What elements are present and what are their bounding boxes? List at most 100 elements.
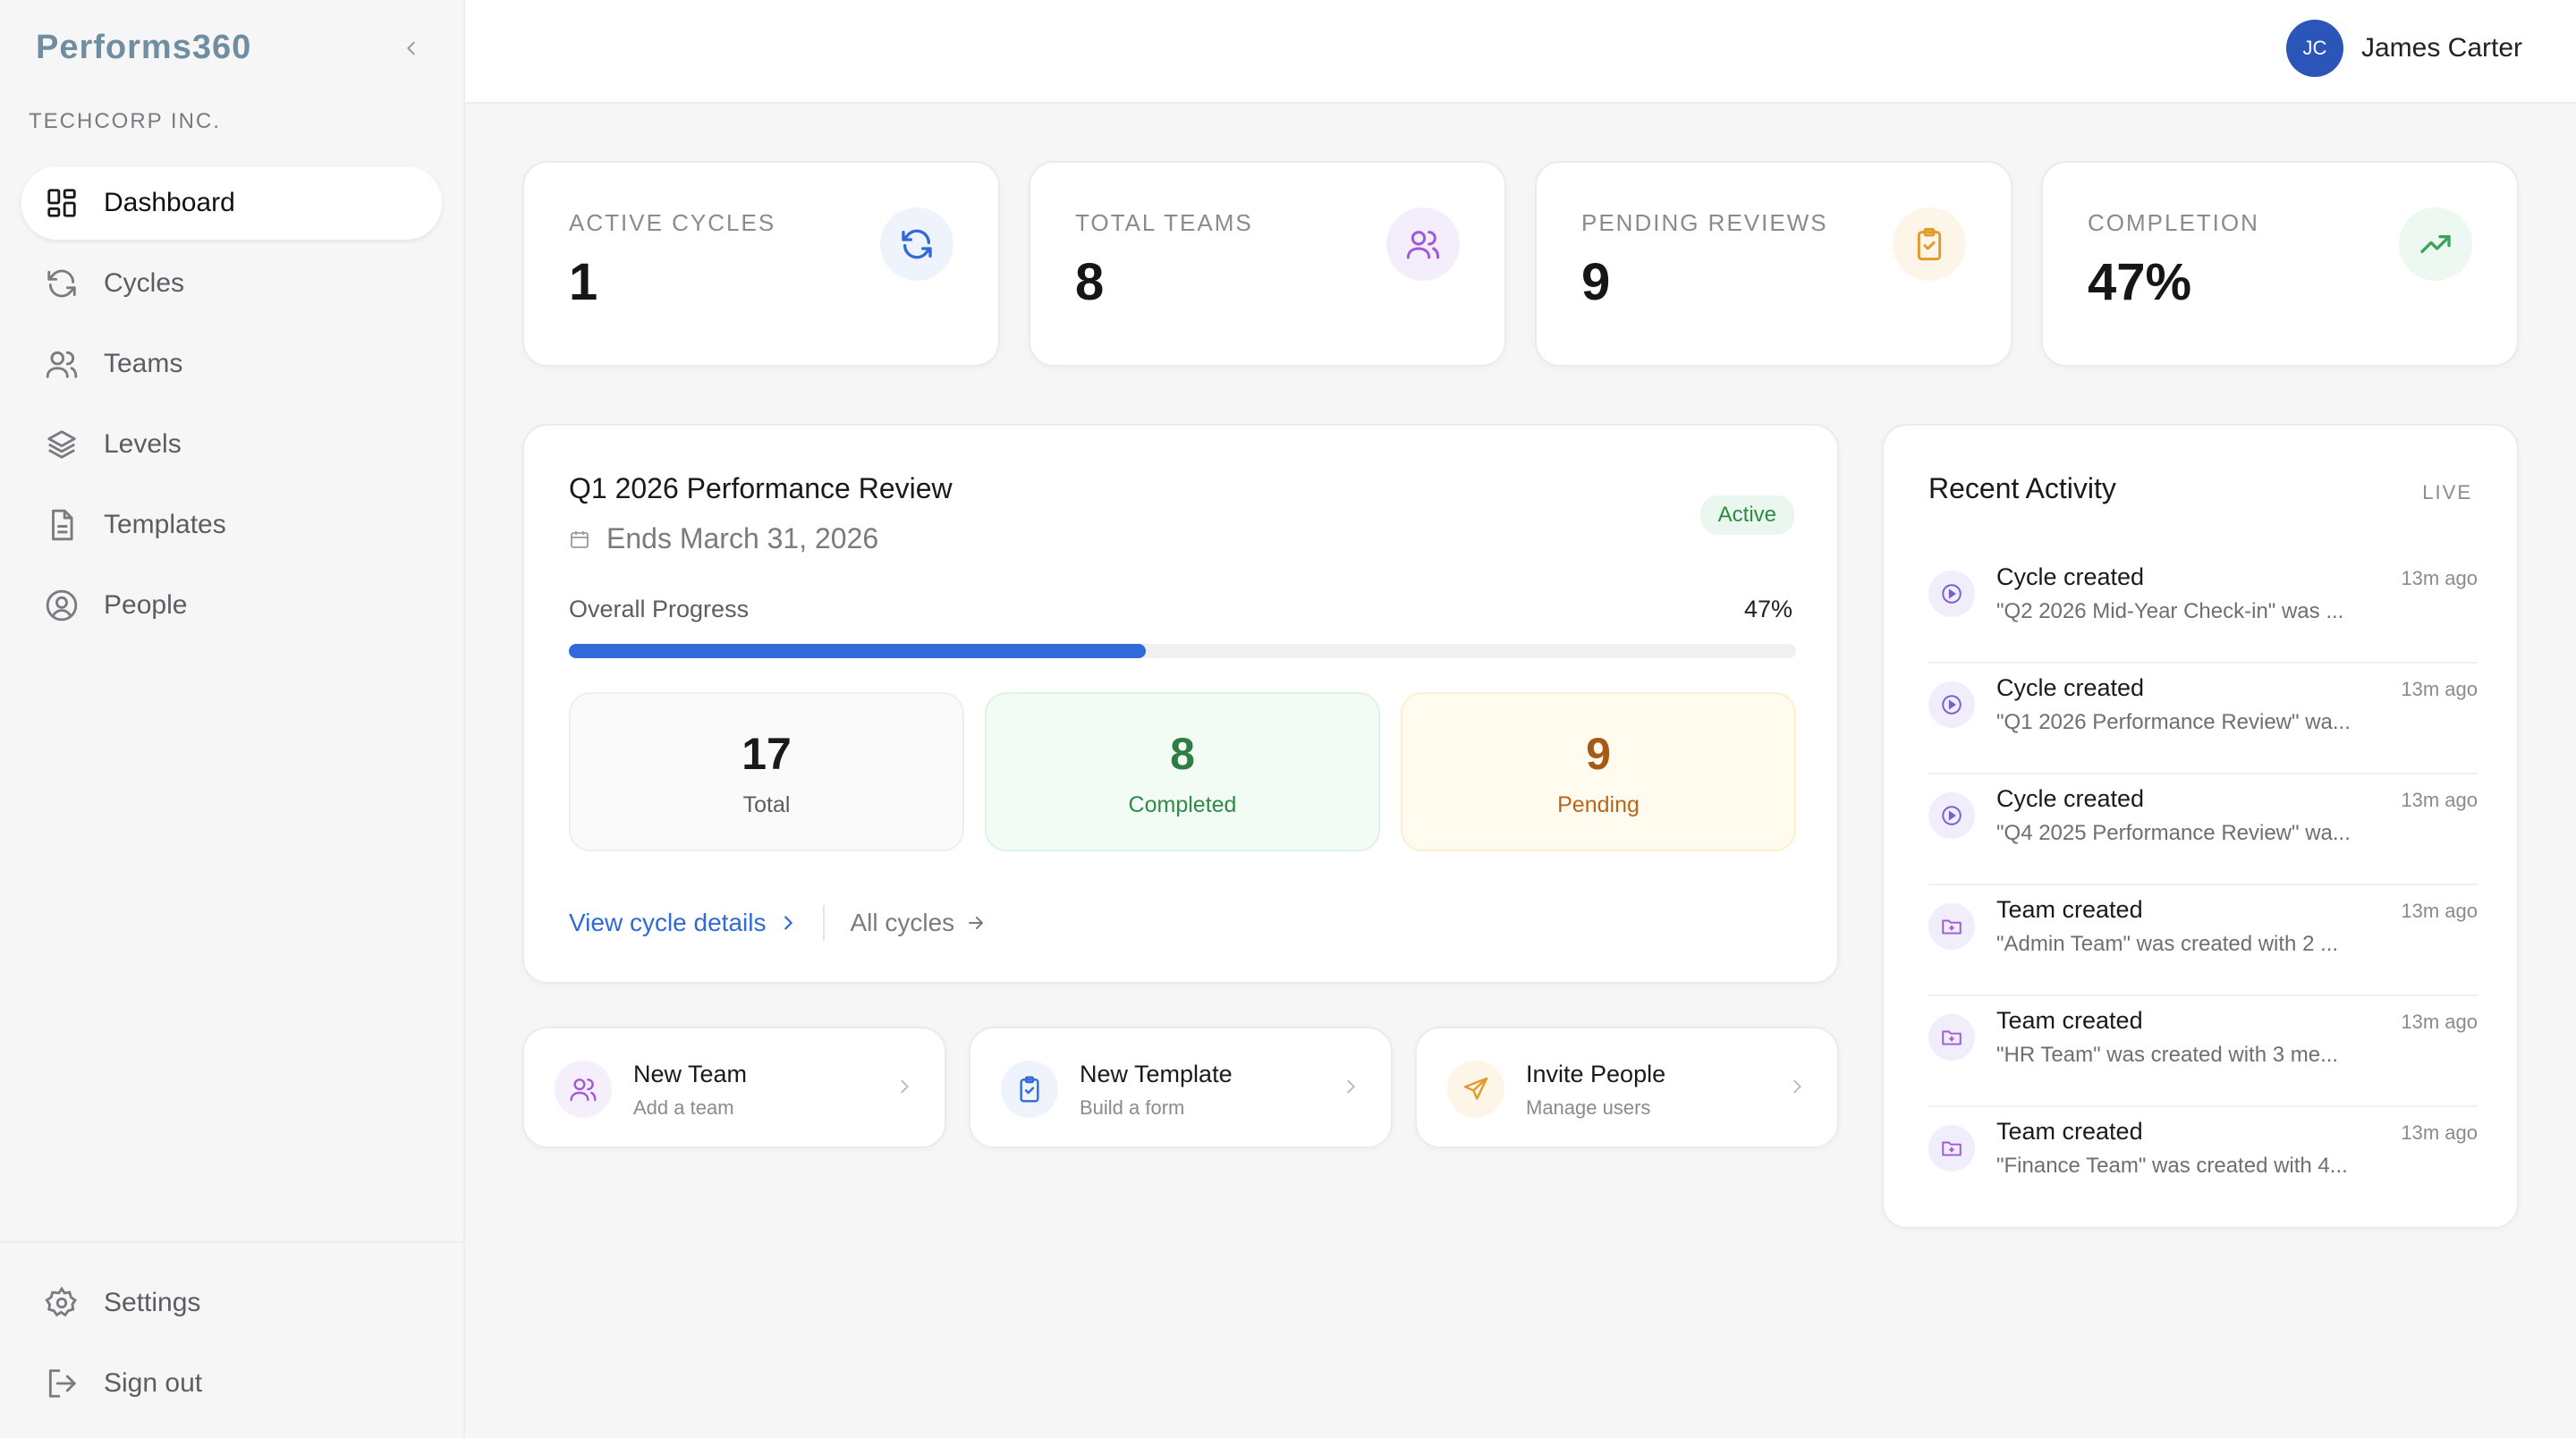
progress-bar-fill (569, 644, 1146, 658)
activity-description: "Finance Team" was created with 4... (1996, 1154, 2348, 1178)
activity-title: Cycle created (1996, 674, 2145, 701)
stat-card-active-cycles: ACTIVE CYCLES 1 (522, 161, 1000, 367)
activity-description: "HR Team" was created with 3 me... (1996, 1043, 2339, 1067)
divider (823, 905, 826, 941)
sidebar-item-settings[interactable]: Settings (21, 1266, 442, 1340)
activity-item[interactable]: Team created 13m ago "HR Team" was created… (1928, 996, 2478, 1107)
activity-item[interactable]: Cycle created 13m ago "Q4 2025 Performance… (1928, 774, 2478, 885)
activity-item[interactable]: Team created 13m ago "Finance Team" was cr… (1928, 1107, 2478, 1218)
stat-value: 8 (1075, 253, 1105, 311)
sidebar: Performs360 TECHCORP INC. Dashboard Cycl… (0, 0, 465, 1438)
stat-tile-pending: 9 Pending (1401, 692, 1796, 851)
sidebar-item-cycles[interactable]: Cycles (21, 247, 442, 320)
activity-timestamp: 13m ago (2401, 1011, 2478, 1033)
quick-action-title: New Template (1080, 1061, 1233, 1087)
sidebar-item-label: Settings (104, 1288, 201, 1317)
link-label: View cycle details (569, 909, 767, 936)
sign-out-button[interactable]: Sign out (21, 1347, 442, 1420)
grid-icon (43, 184, 80, 222)
progress-bar (569, 644, 1796, 658)
chevron-right-icon (1347, 1079, 1355, 1094)
app-logo[interactable]: Performs360 (36, 29, 252, 66)
clipboard-icon (1893, 207, 1966, 281)
stat-label: TOTAL TEAMS (1075, 209, 1253, 236)
sidebar-item-label: Templates (104, 510, 226, 539)
progress-label: Overall Progress (569, 596, 750, 622)
tile-label: Total (742, 792, 791, 817)
activity-timestamp: 13m ago (2401, 900, 2478, 922)
sidebar-item-templates[interactable]: Templates (21, 488, 442, 562)
tile-value: 9 (1586, 729, 1611, 779)
users-icon (43, 345, 80, 383)
cycle-links: View cycle details All cycles (569, 905, 987, 941)
activity-title: Cycle created (1996, 785, 2145, 812)
quick-action-subtitle: Add a team (633, 1096, 734, 1119)
activity-item[interactable]: Cycle created 13m ago "Q1 2026 Performance… (1928, 664, 2478, 774)
view-cycle-details-link[interactable]: View cycle details (569, 909, 798, 937)
activity-title: Team created (1996, 1118, 2143, 1145)
tile-label: Completed (1128, 792, 1237, 817)
recent-activity-card: Recent Activity LIVE Cycle created 13m ag… (1882, 424, 2519, 1229)
activity-timestamp: 13m ago (2401, 567, 2478, 589)
play-circle-icon (1928, 681, 1975, 728)
stat-tile-completed: 8 Completed (985, 692, 1380, 851)
activity-title: Team created (1996, 1007, 2143, 1034)
activity-item[interactable]: Team created 13m ago "Admin Team" was crea… (1928, 885, 2478, 996)
sidebar-item-teams[interactable]: Teams (21, 327, 442, 401)
stat-value: 47% (2088, 253, 2192, 311)
calendar-icon (569, 529, 590, 550)
user-name[interactable]: James Carter (2360, 33, 2522, 63)
stat-card-total-teams: TOTAL TEAMS 8 (1029, 161, 1506, 367)
sidebar-item-dashboard[interactable]: Dashboard (21, 166, 442, 240)
cycle-end-date: Ends March 31, 2026 (569, 522, 878, 555)
activity-list: Cycle created 13m ago "Q2 2026 Mid-Year Ch… (1928, 553, 2478, 1218)
sidebar-footer: Settings Sign out (0, 1241, 463, 1427)
gear-icon (43, 1284, 80, 1322)
current-cycle-card: Q1 2026 Performance Review Ends March 31… (522, 424, 1839, 984)
stat-label: ACTIVE CYCLES (569, 209, 776, 236)
activity-timestamp: 13m ago (2401, 789, 2478, 811)
stat-value: 1 (569, 253, 598, 311)
stat-card-pending-reviews: PENDING REVIEWS 9 (1535, 161, 2012, 367)
activity-item[interactable]: Cycle created 13m ago "Q2 2026 Mid-Year Ch… (1928, 553, 2478, 664)
activity-description: "Admin Team" was created with 2 ... (1996, 932, 2339, 956)
cycle-title: Q1 2026 Performance Review (569, 472, 953, 504)
chevron-right-icon (784, 916, 793, 930)
collapse-sidebar-button[interactable] (394, 30, 429, 66)
clipboard-icon (1001, 1061, 1058, 1118)
activity-title: Recent Activity (1928, 472, 2116, 504)
user-menu[interactable]: JC James Carter (2285, 20, 2522, 77)
arrow-right-icon (969, 917, 984, 929)
all-cycles-link[interactable]: All cycles (850, 909, 987, 937)
avatar[interactable]: JC (2285, 20, 2343, 77)
layers-icon (43, 426, 80, 463)
sign-out-icon (43, 1365, 80, 1402)
sidebar-item-label: Cycles (104, 268, 185, 298)
tile-value: 8 (1170, 729, 1195, 779)
folder-plus-icon (1928, 903, 1975, 950)
tile-label: Pending (1557, 792, 1640, 817)
quick-action-subtitle: Build a form (1080, 1096, 1185, 1119)
sidebar-item-label: Levels (104, 429, 182, 459)
play-circle-icon (1928, 571, 1975, 617)
sidebar-nav: Dashboard Cycles Teams Levels Templates (21, 166, 442, 649)
quick-action-title: New Team (633, 1061, 748, 1087)
sidebar-item-levels[interactable]: Levels (21, 408, 442, 481)
refresh-icon (43, 265, 80, 302)
quick-action-new-team[interactable]: New Team Add a team (522, 1027, 946, 1148)
user-circle-icon (43, 587, 80, 624)
chevron-left-icon (407, 41, 415, 55)
sidebar-item-label: Sign out (104, 1368, 203, 1398)
send-icon (1447, 1061, 1504, 1118)
quick-action-title: Invite People (1526, 1061, 1666, 1087)
tile-value: 17 (741, 729, 792, 779)
stat-label: COMPLETION (2088, 209, 2259, 236)
stat-label: PENDING REVIEWS (1581, 209, 1828, 236)
quick-action-invite-people[interactable]: Invite People Manage users (1415, 1027, 1839, 1148)
trending-up-icon (2399, 207, 2472, 281)
play-circle-icon (1928, 792, 1975, 839)
activity-title: Cycle created (1996, 563, 2145, 590)
folder-plus-icon (1928, 1014, 1975, 1061)
sidebar-item-people[interactable]: People (21, 569, 442, 642)
quick-action-new-template[interactable]: New Template Build a form (969, 1027, 1393, 1148)
